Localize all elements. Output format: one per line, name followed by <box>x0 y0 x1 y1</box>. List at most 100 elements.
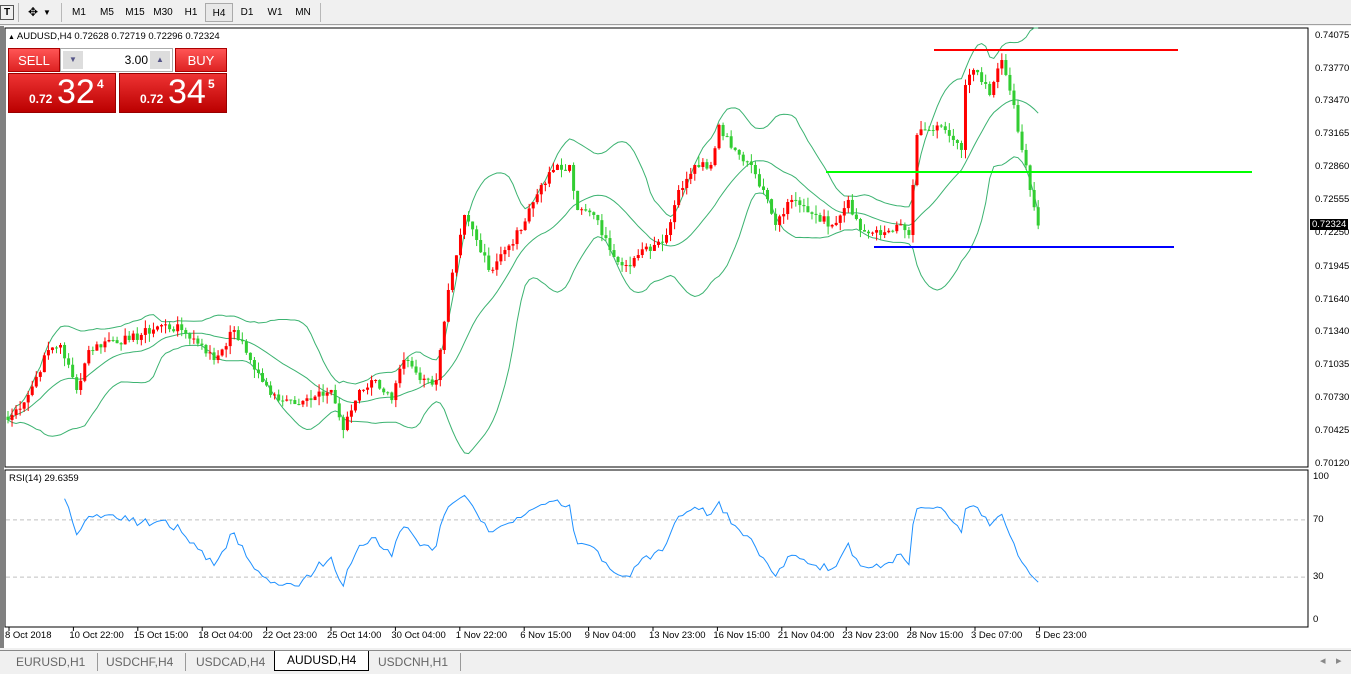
timeframe-m5[interactable]: M5 <box>100 7 114 18</box>
candle <box>681 180 685 197</box>
candle-body <box>265 381 269 386</box>
chart-window[interactable] <box>0 26 1351 648</box>
candle <box>697 156 701 168</box>
candle <box>774 208 778 231</box>
candle <box>454 255 458 277</box>
timeframe-m1[interactable]: M1 <box>72 7 86 18</box>
candle <box>30 380 34 397</box>
timeframe-h4[interactable]: H4 <box>205 3 233 22</box>
time-tick: 10 Oct 22:00 <box>69 630 124 641</box>
candle <box>862 224 866 232</box>
candle <box>374 379 378 384</box>
candle <box>907 226 911 239</box>
rsi-panel-frame <box>4 469 1309 628</box>
price-panel-frame <box>4 27 1309 468</box>
collapse-icon[interactable]: ▲ <box>8 34 17 41</box>
candle-body <box>511 244 515 246</box>
candle-body <box>168 324 172 330</box>
sell-button[interactable]: SELL <box>8 48 60 72</box>
candle-body <box>919 129 923 136</box>
candle-body <box>931 130 935 132</box>
candle-body <box>1004 60 1008 75</box>
candle-body <box>955 140 959 143</box>
candle <box>382 387 386 396</box>
candle <box>531 202 535 217</box>
timeframe-d1[interactable]: D1 <box>240 7 254 18</box>
divider <box>320 3 321 22</box>
candle <box>669 219 673 242</box>
time-tick: 15 Oct 15:00 <box>133 630 189 641</box>
lot-size-input[interactable]: ▼ 3.00 ▲ <box>60 48 173 72</box>
candle <box>176 316 180 337</box>
candle <box>919 120 923 136</box>
scroll-left-icon[interactable]: ◂ <box>1320 655 1326 667</box>
buy-button[interactable]: BUY <box>175 48 227 72</box>
lot-value[interactable]: 3.00 <box>124 53 148 67</box>
candle-body <box>362 389 366 391</box>
rsi-tick: 100 <box>1313 471 1329 482</box>
timeframe-w1[interactable]: W1 <box>267 7 283 18</box>
candle-body <box>588 210 592 213</box>
candle <box>753 161 757 179</box>
candle-body <box>71 364 75 378</box>
tab-audusd-h4[interactable]: AUDUSD,H4 <box>274 651 370 671</box>
sell-price[interactable]: 0.72 32 4 <box>8 73 116 113</box>
crosshair-tool-icon[interactable]: ✥ <box>27 5 39 19</box>
candle-body <box>281 400 285 402</box>
candle-body <box>547 172 551 184</box>
candle <box>458 228 462 259</box>
chevron-down-icon[interactable]: ▼ <box>43 8 51 17</box>
candle-body <box>875 230 879 233</box>
time-tick: 9 Nov 04:00 <box>584 630 636 641</box>
candle-body <box>907 230 911 236</box>
candle <box>778 214 782 232</box>
time-tick: 22 Oct 23:00 <box>262 630 317 641</box>
candle <box>564 164 568 171</box>
buy-price[interactable]: 0.72 34 5 <box>119 73 227 113</box>
chart-canvas[interactable] <box>4 26 1351 648</box>
candle <box>293 396 297 405</box>
scroll-right-icon[interactable]: ▸ <box>1336 655 1342 667</box>
candle <box>660 234 664 252</box>
candle <box>143 320 147 344</box>
tab-usdcad-h4[interactable]: USDCAD,H4 <box>184 653 279 671</box>
candle-body <box>103 341 107 348</box>
time-tick: 23 Nov 23:00 <box>842 630 899 641</box>
candle-body <box>794 199 798 201</box>
timeframe-h1[interactable]: H1 <box>184 7 198 18</box>
candle <box>491 267 495 274</box>
tab-usdcnh-h1[interactable]: USDCNH,H1 <box>366 653 462 671</box>
increase-lot-icon[interactable]: ▲ <box>150 51 170 69</box>
timeframe-m15[interactable]: M15 <box>125 7 145 18</box>
candle-body <box>301 400 305 405</box>
candle <box>559 158 563 178</box>
timeframe-mn[interactable]: MN <box>295 7 311 18</box>
candle-body <box>442 321 446 351</box>
candle <box>568 164 572 173</box>
candle <box>252 357 256 379</box>
candle <box>434 373 438 391</box>
candle <box>18 401 22 416</box>
candle <box>879 225 883 240</box>
candle <box>794 192 798 207</box>
candle-body <box>305 398 309 401</box>
candle-body <box>689 173 693 179</box>
candle-body <box>895 224 899 232</box>
candle-body <box>357 389 361 401</box>
decrease-lot-icon[interactable]: ▼ <box>63 51 83 69</box>
timeframe-m30[interactable]: M30 <box>153 7 173 18</box>
candle <box>717 123 721 150</box>
candle-body <box>79 380 83 390</box>
candle <box>539 182 543 203</box>
candle-body <box>850 199 854 215</box>
candle-body <box>543 183 547 186</box>
candle <box>471 221 475 237</box>
tab-eurusd-h1[interactable]: EURUSD,H1 <box>4 653 99 671</box>
candle-body <box>487 255 491 270</box>
symbol-info: ▲ AUDUSD,H4 0.72628 0.72719 0.72296 0.72… <box>8 31 220 42</box>
candle-body <box>139 334 143 340</box>
tab-usdchf-h4[interactable]: USDCHF,H4 <box>94 653 187 671</box>
text-tool-icon[interactable]: T <box>0 5 14 20</box>
candle <box>640 242 644 258</box>
candle <box>232 326 236 340</box>
